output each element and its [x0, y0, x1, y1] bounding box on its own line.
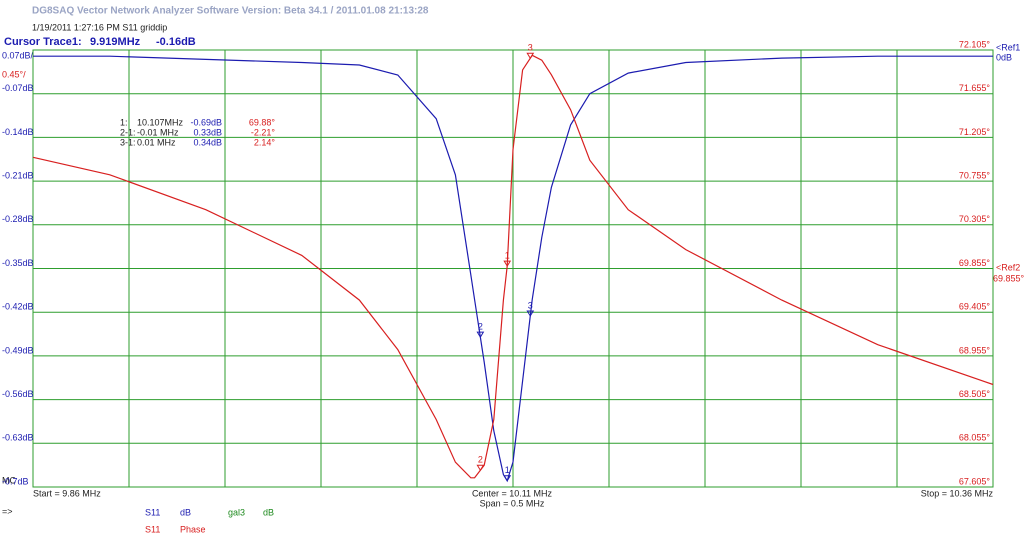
marker-table-cell: 10.107MHz [137, 117, 184, 127]
y2-tick-label: 68.955° [959, 345, 991, 355]
marker-triangle [476, 331, 485, 339]
mc-label: MC [2, 475, 16, 485]
marker-table-cell: -0.01 MHz [137, 127, 179, 137]
y-tick-label: -0.14dB [2, 127, 34, 137]
y2-tick-label: 72.105° [959, 39, 991, 49]
marker-triangle [526, 52, 535, 60]
marker-table-cell: -2.21° [251, 127, 276, 137]
ref2: <Ref2 [996, 262, 1020, 272]
y2-tick-label: 67.605° [959, 476, 991, 486]
y-tick-label: -0.42dB [2, 302, 34, 312]
subtitle: 1/19/2011 1:27:16 PM S11 griddip [32, 22, 167, 32]
y2-tick-label: 69.405° [959, 302, 991, 312]
y2-tick-label: 71.205° [959, 127, 991, 137]
marker-triangle [503, 260, 512, 268]
marker-table-cell: 1: [120, 117, 128, 127]
y-tick-label: -0.49dB [2, 345, 34, 355]
marker-label: 3 [528, 300, 533, 310]
y-tick-label: -0.07dB [2, 83, 34, 93]
marker-table-cell: 69.88° [249, 117, 276, 127]
start-label: Start = 9.86 MHz [33, 488, 101, 498]
span-label: Span = 0.5 MHz [480, 498, 545, 508]
trace [32, 54, 994, 479]
marker-triangle [503, 475, 512, 482]
marker-table-cell: 0.33dB [193, 127, 222, 137]
marker-table-cell: 0.34dB [193, 137, 222, 147]
legend-unit: dB [263, 507, 274, 517]
marker-table-cell: -0.69dB [190, 117, 222, 127]
legend-name: S11 [145, 524, 160, 534]
marker-label: 2 [478, 322, 483, 332]
marker-triangle [476, 464, 485, 472]
stop-label: Stop = 10.36 MHz [921, 488, 994, 498]
scale-label: 0.07dB/ [2, 50, 34, 60]
y2-tick-label: 68.505° [959, 389, 991, 399]
ref1-value: 0dB [996, 52, 1012, 62]
cursor-value: -0.16dB [156, 36, 196, 48]
y2-tick-label: 69.855° [959, 258, 991, 268]
scale2-label: 0.45°/ [2, 69, 26, 79]
marker-label: 2 [478, 455, 483, 465]
ref1: <Ref1 [996, 42, 1020, 52]
marker-label: 1 [505, 465, 510, 475]
ref2-value: 69.855° [993, 273, 1024, 283]
y2-tick-label: 71.655° [959, 83, 991, 93]
center-label: Center = 10.11 MHz [472, 488, 553, 498]
legend-unit: dB [180, 507, 191, 517]
legend-unit: Phase [180, 524, 206, 534]
app-title: DG8SAQ Vector Network Analyzer Software … [32, 6, 429, 17]
marker-table-cell: 3-1: [120, 137, 136, 147]
y2-tick-label: 68.055° [959, 433, 991, 443]
arrow-label: => [2, 506, 13, 516]
marker-table-cell: 0.01 MHz [137, 137, 176, 147]
marker-label: 1 [505, 250, 510, 260]
y2-tick-label: 70.755° [959, 170, 991, 180]
marker-table-cell: 2-1: [120, 127, 136, 137]
y-tick-label: -0.35dB [2, 258, 34, 268]
legend-name: gal3 [228, 507, 245, 517]
cursor-label: Cursor Trace1: [4, 36, 82, 48]
y-tick-label: -0.21dB [2, 170, 34, 180]
y-tick-label: -0.63dB [2, 433, 34, 443]
marker-label: 3 [528, 43, 533, 53]
marker-table-cell: 2.14° [254, 137, 276, 147]
legend-name: S11 [145, 507, 160, 517]
y-tick-label: -0.56dB [2, 389, 34, 399]
y-tick-label: -0.7dB [2, 476, 29, 486]
y-tick-label: -0.28dB [2, 214, 34, 224]
marker-triangle [526, 310, 535, 317]
cursor-freq: 9.919MHz [90, 36, 141, 48]
y2-tick-label: 70.305° [959, 214, 991, 224]
